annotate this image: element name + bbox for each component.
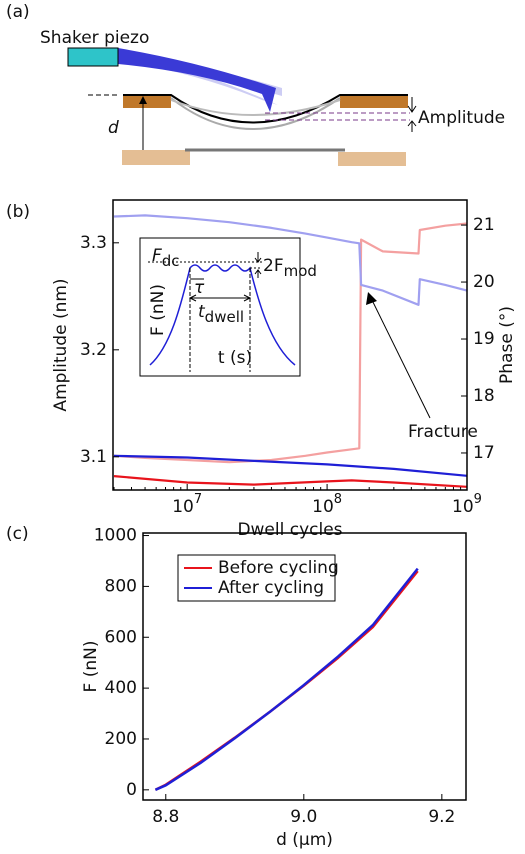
d-label: d — [108, 118, 119, 138]
y2-axis-label: Phase (°) — [497, 306, 517, 384]
x-tick-base: 10 — [452, 497, 474, 517]
legend-label: Before cycling — [218, 558, 339, 578]
x-tick-label: 9.0 — [290, 807, 317, 827]
x-tick-exponent: 7 — [194, 492, 202, 507]
fracture-arrow — [366, 292, 431, 419]
x-tick-base: 9.0 — [290, 807, 317, 827]
amplitude-label: Amplitude — [418, 108, 505, 128]
tau-label: τ — [194, 278, 205, 298]
y-tick-label: 400 — [105, 678, 137, 698]
fmod-symbol: 2F — [263, 256, 284, 276]
x-tick-label: 107 — [172, 492, 202, 518]
piezo-label: Shaker piezo — [40, 28, 149, 48]
inset-x-label: t (s) — [218, 348, 252, 368]
annotation: Fracture — [408, 422, 478, 442]
y-axis-label: F (nN) — [81, 641, 101, 693]
y2-tick-label: 20 — [473, 272, 495, 292]
y2-tick-label: 18 — [473, 386, 495, 406]
data-line — [113, 454, 468, 477]
inset-y-label: F (nN) — [148, 284, 168, 336]
fmod-label: 2Fmod — [263, 256, 317, 280]
y2-tick-label: 17 — [473, 443, 495, 463]
panel-label: (b) — [6, 202, 30, 222]
fdc-label: Fdc — [152, 246, 180, 270]
x-tick-label: 8.8 — [152, 807, 179, 827]
x-tick-exponent: 8 — [334, 492, 342, 507]
legend-box — [177, 554, 336, 602]
y2-tick-label: 19 — [473, 329, 495, 349]
setup-diagram: Shaker piezo d Amplitude — [40, 28, 505, 166]
y-tick-label: 3.2 — [80, 340, 107, 360]
panel-label: (a) — [6, 2, 30, 22]
y-tick-label: 200 — [105, 729, 137, 749]
plot-frame — [142, 532, 467, 801]
y-tick-label: 800 — [105, 576, 137, 596]
y-axis-label: Amplitude (nm) — [51, 278, 71, 411]
x-tick-exponent: 9 — [474, 492, 482, 507]
tdwell-symbol: t — [198, 302, 206, 322]
data-line — [113, 475, 468, 488]
inset: Fdc 2Fmod τ tdwell F (nN) t (s) — [139, 237, 317, 377]
x-tick-base: 10 — [312, 497, 334, 517]
y-tick-label: 0 — [126, 780, 137, 800]
y-tick-label: 3.3 — [80, 233, 107, 253]
x-tick-label: 108 — [312, 492, 342, 518]
y2-tick-label: 21 — [473, 215, 495, 235]
y-tick-label: 3.1 — [80, 447, 107, 467]
fdc-symbol: F — [152, 246, 162, 266]
tdwell-sub: dwell — [205, 308, 244, 326]
data-line — [113, 222, 468, 464]
x-axis-label: d (μm) — [276, 830, 333, 850]
x-axis-label: Dwell cycles — [237, 520, 342, 540]
y-tick-label: 1000 — [94, 526, 137, 546]
x-tick-base: 10 — [172, 497, 194, 517]
y-tick-label: 600 — [105, 627, 137, 647]
data-line — [154, 570, 419, 791]
plot-frame — [112, 199, 468, 491]
legend-label: After cycling — [218, 578, 324, 598]
x-tick-label: 109 — [452, 492, 482, 518]
data-line — [113, 214, 468, 306]
tdwell-label: tdwell — [198, 302, 244, 326]
fdc-sub: dc — [162, 252, 180, 270]
panel-label: (c) — [6, 524, 29, 544]
chart: 8.8 9.0 9.2 0 200 400 600 800 1000 d (μm) F (nN) Be… — [81, 526, 467, 850]
x-tick-label: 9.2 — [428, 807, 455, 827]
data-line — [154, 567, 419, 791]
fmod-sub: mod — [284, 262, 317, 280]
